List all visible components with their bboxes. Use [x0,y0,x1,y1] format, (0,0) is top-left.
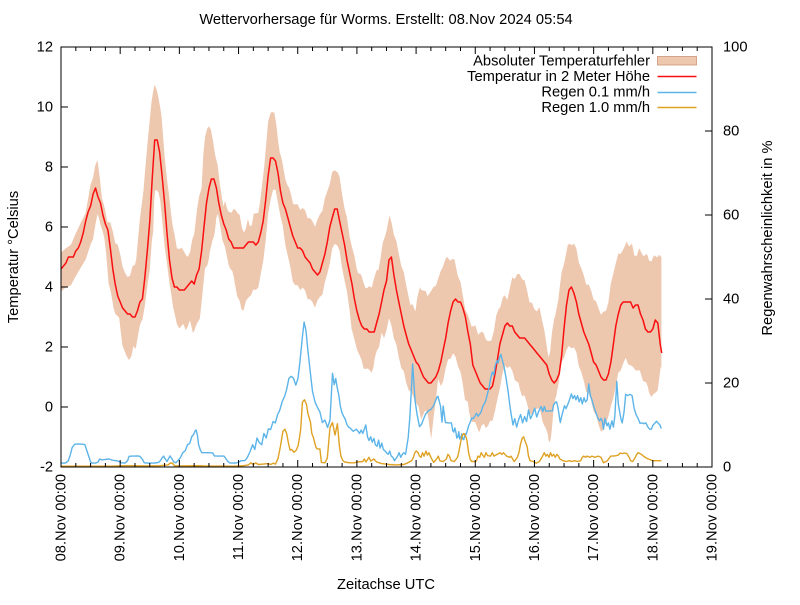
svg-text:Regen 0.1 mm/h: Regen 0.1 mm/h [541,85,650,101]
svg-text:Regenwahrscheinlichkeit in %: Regenwahrscheinlichkeit in % [760,140,776,335]
svg-text:-2: -2 [40,460,53,476]
svg-text:8: 8 [45,160,53,176]
svg-text:100: 100 [723,40,748,56]
svg-text:12.Nov 00:00: 12.Nov 00:00 [290,474,306,561]
svg-text:0: 0 [45,400,53,416]
svg-text:Wettervorhersage für Worms. Er: Wettervorhersage für Worms. Erstellt: 08… [199,12,572,28]
svg-text:11.Nov 00:00: 11.Nov 00:00 [231,474,247,560]
svg-text:19.Nov 00:00: 19.Nov 00:00 [705,474,721,561]
svg-text:80: 80 [723,124,739,140]
svg-text:18.Nov 00:00: 18.Nov 00:00 [645,474,661,561]
svg-text:40: 40 [723,292,739,308]
svg-text:Absoluter Temperaturfehler: Absoluter Temperaturfehler [473,54,650,70]
svg-text:16.Nov 00:00: 16.Nov 00:00 [527,474,543,561]
svg-text:13.Nov 00:00: 13.Nov 00:00 [349,474,365,561]
svg-text:10.Nov 00:00: 10.Nov 00:00 [172,474,188,561]
svg-text:20: 20 [723,376,739,392]
svg-text:10: 10 [37,100,53,116]
svg-text:Temperatur in 2 Meter Höhe: Temperatur in 2 Meter Höhe [467,69,650,85]
svg-text:4: 4 [45,280,53,296]
svg-text:17.Nov 00:00: 17.Nov 00:00 [586,474,602,561]
svg-text:6: 6 [45,220,53,236]
svg-text:08.Nov 00:00: 08.Nov 00:00 [54,474,70,561]
svg-text:60: 60 [723,208,739,224]
svg-text:0: 0 [723,460,731,476]
svg-text:15.Nov 00:00: 15.Nov 00:00 [468,474,484,561]
svg-text:12: 12 [37,40,53,56]
svg-text:Zeitachse UTC: Zeitachse UTC [337,577,435,593]
svg-text:Temperatur °Celsius: Temperatur °Celsius [6,191,22,323]
svg-text:14.Nov 00:00: 14.Nov 00:00 [409,474,425,561]
svg-text:Regen 1.0 mm/h: Regen 1.0 mm/h [541,100,650,116]
svg-text:09.Nov 00:00: 09.Nov 00:00 [113,474,129,561]
svg-text:2: 2 [45,340,53,356]
